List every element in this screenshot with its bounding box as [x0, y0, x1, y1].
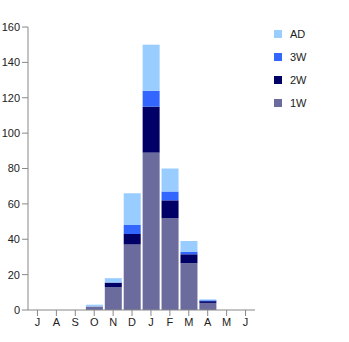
svg-text:F: F	[167, 316, 174, 328]
svg-text:0: 0	[14, 304, 20, 316]
svg-text:160: 160	[8, 21, 20, 33]
html-text:3W: 3W	[290, 50, 307, 63]
svg-text:100: 100	[8, 127, 20, 139]
svg-text:O: O	[90, 316, 99, 328]
svg-text:J: J	[243, 316, 249, 328]
html-text:2W: 2W	[290, 73, 307, 86]
svg-text:S: S	[72, 316, 79, 328]
html-text:1W: 1W	[290, 96, 307, 109]
svg-text:M: M	[222, 316, 231, 328]
svg-text:M: M	[184, 316, 193, 328]
svg-text:D: D	[128, 316, 136, 328]
svg-text:20: 20	[8, 269, 20, 281]
svg-text:60: 60	[8, 198, 20, 210]
svg-text:80: 80	[8, 162, 20, 174]
html-text:AD: AD	[290, 27, 306, 40]
svg-text:J: J	[148, 316, 154, 328]
svg-text:120: 120	[8, 92, 20, 104]
svg-text:J: J	[35, 316, 41, 328]
svg-text:A: A	[204, 316, 212, 328]
svg-text:A: A	[53, 316, 61, 328]
svg-text:140: 140	[8, 56, 20, 68]
svg-text:40: 40	[8, 233, 20, 245]
svg-text:N: N	[109, 316, 117, 328]
